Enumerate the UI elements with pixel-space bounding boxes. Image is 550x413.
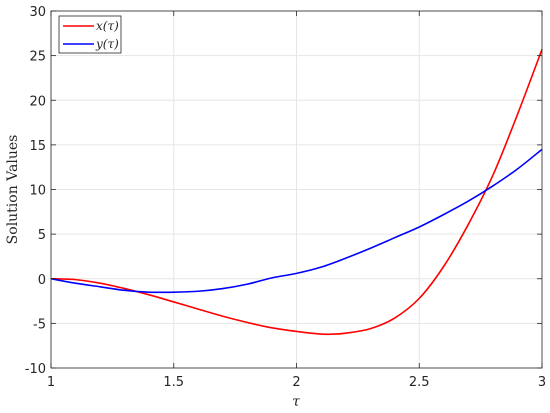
- series-line-y: [50, 148, 543, 294]
- y-tick-label: 25: [29, 50, 46, 65]
- y-tick-labels: -10 -5 0 5 10 15 20 25 30: [25, 5, 46, 377]
- x-tick-label: 1.5: [163, 375, 184, 390]
- y-tick-label: -5: [33, 317, 46, 332]
- y-tick-label: 5: [38, 228, 46, 243]
- legend: x(τ) y(τ): [58, 15, 122, 54]
- y-tick-label: 0: [38, 273, 46, 288]
- series-lines: [50, 49, 543, 336]
- axis-ticks: [50, 10, 543, 369]
- x-tick-label: 2.5: [409, 375, 430, 390]
- legend-box: [58, 15, 122, 54]
- legend-label-x: x(τ): [96, 19, 119, 33]
- x-tick-label: 1: [47, 375, 55, 390]
- y-tick-label: 30: [29, 5, 46, 20]
- y-tick-label: 15: [29, 139, 46, 154]
- x-tick-label: 3: [538, 375, 546, 390]
- y-tick-label: 10: [29, 184, 46, 199]
- y-tick-label: 20: [29, 94, 46, 109]
- y-tick-label: -10: [25, 362, 46, 377]
- x-tick-labels: 1 1.5 2 2.5 3: [47, 375, 546, 390]
- y-axis-label: Solution Values: [5, 135, 21, 245]
- x-axis-label: τ: [292, 394, 300, 410]
- legend-label-y: y(τ): [95, 37, 119, 51]
- x-tick-label: 2: [292, 375, 300, 390]
